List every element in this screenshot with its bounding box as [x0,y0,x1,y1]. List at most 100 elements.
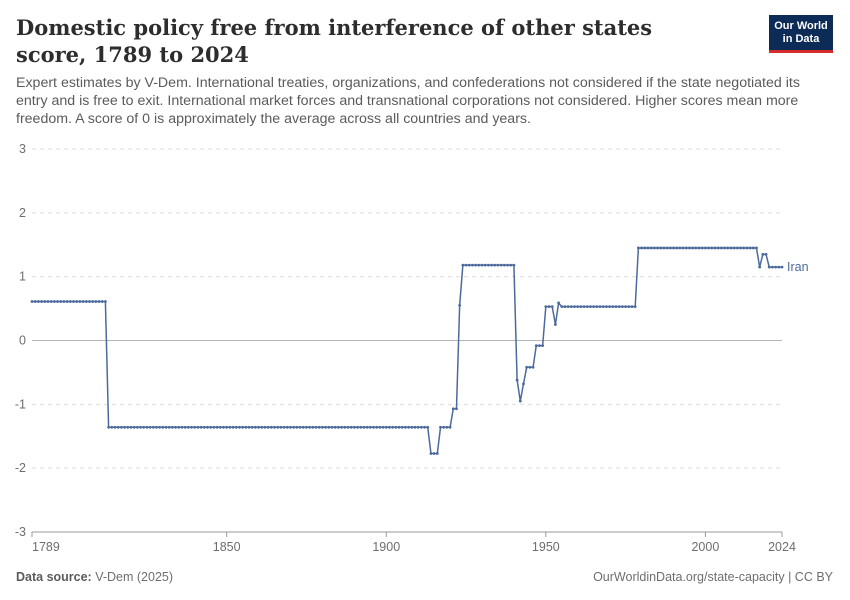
data-point [652,246,656,250]
data-point [573,305,576,309]
data-point [135,425,139,429]
data-point [566,305,570,309]
data-point [145,425,149,429]
data-point [423,425,426,429]
x-tick-label: 1950 [532,540,560,554]
data-point [222,425,225,429]
data-point [263,425,267,429]
data-point [324,425,328,429]
x-tick-label: 1789 [32,540,60,554]
data-point [748,246,752,250]
data-point [273,425,276,429]
data-point [668,246,672,250]
data-point [49,300,53,303]
series-group: Iran [30,246,809,455]
data-point [755,246,758,250]
data-point [435,452,439,455]
data-point [761,252,765,256]
data-point [59,300,63,303]
data-point [254,425,257,429]
data-point [439,425,442,429]
data-point [467,263,471,267]
data-point [388,425,391,429]
data-point [368,425,372,429]
footer-link[interactable]: OurWorldinData.org/state-capacity | CC B… [593,570,833,584]
data-point [554,323,557,326]
data-point [630,305,634,309]
data-point [295,425,299,429]
data-point [196,425,200,429]
y-axis-ticks: -3 -2 -1 0 1 2 3 [15,142,26,539]
data-point [617,305,621,309]
data-point [429,452,433,455]
data-point [751,246,755,250]
data-point [707,246,710,250]
data-point [356,425,359,429]
data-point [378,425,382,429]
data-point [461,263,465,267]
data-point [716,246,720,250]
data-point [458,303,462,307]
data-point [419,425,423,429]
series-label: Iran [787,260,809,274]
data-point [585,305,589,309]
data-point [340,425,343,429]
data-point [107,425,110,429]
data-point [362,425,366,429]
data-point [78,300,82,303]
data-point [234,425,238,429]
data-point [777,265,781,269]
data-point [534,344,538,348]
data-point [110,425,114,429]
data-point [174,425,178,429]
data-point [228,425,232,429]
data-point [579,305,583,309]
data-point [681,246,685,250]
data-point [518,399,522,403]
data-point [257,425,260,429]
data-point [474,263,478,267]
data-point [486,263,490,267]
data-point [397,425,401,429]
data-point [624,305,628,309]
data-point [614,305,618,309]
data-point [314,425,318,429]
data-point [289,425,292,429]
data-point [202,425,206,429]
data-point [62,300,66,303]
data-point [662,246,666,250]
data-point [285,425,289,429]
data-point [726,246,730,250]
data-point [129,425,133,429]
data-point [75,300,79,303]
owid-logo[interactable]: Our World in Data [769,15,833,53]
data-point [279,425,283,429]
data-point [81,300,85,303]
data-point [569,305,573,309]
data-point [764,252,768,256]
data-point [691,246,695,250]
data-point [346,425,350,429]
data-point [739,246,742,250]
series-line [32,247,782,455]
data-point [330,425,334,429]
data-point [151,425,155,429]
data-point [212,425,216,429]
y-tick-label: 1 [19,270,26,284]
x-axis: 1789 1850 1900 1950 2000 2024 [31,531,796,554]
data-point [442,425,446,429]
data-point [582,305,586,309]
data-point [126,425,130,429]
data-point [713,246,717,250]
data-point [506,263,509,267]
data-point [241,425,245,429]
data-point [260,425,264,429]
data-point [771,265,774,269]
data-point [327,425,331,429]
data-point [218,425,222,429]
data-point [282,425,286,429]
data-point [525,365,529,369]
data-point [142,425,146,429]
data-point [480,263,484,267]
data-point [46,300,50,303]
